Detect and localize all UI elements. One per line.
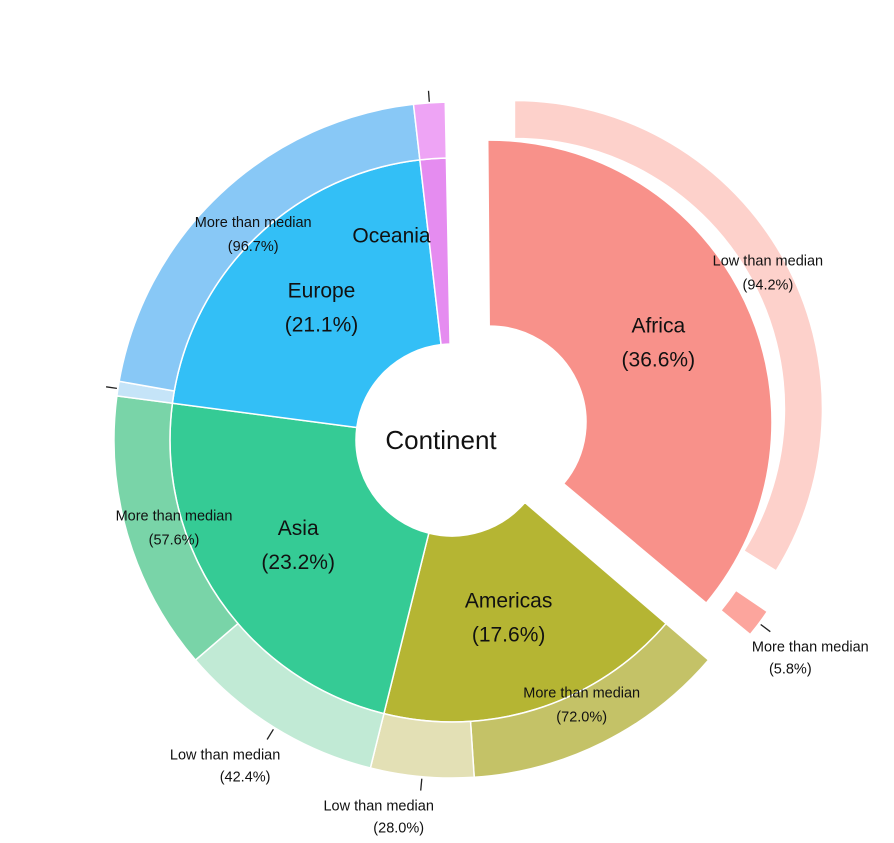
chart-rings	[113, 99, 824, 779]
inner-pct-europe: (21.1%)	[285, 313, 359, 336]
outer-label-americas-1: Low than median	[323, 799, 433, 815]
leader-americas-1	[420, 778, 423, 791]
outer-pct-africa-0: (94.2%)	[743, 278, 794, 294]
center-hole	[356, 344, 548, 536]
outer-label-americas-0: More than median	[523, 685, 640, 701]
outer-pct-europe-1: (96.7%)	[228, 239, 279, 255]
inner-pct-americas: (17.6%)	[472, 623, 546, 646]
outer-label-asia-1: More than median	[116, 509, 233, 525]
outer-label-africa-0: Low than median	[713, 254, 823, 270]
inner-pct-africa: (36.6%)	[622, 349, 696, 372]
outer-slice-africa-0	[513, 99, 824, 572]
outer-pct-americas-1: (28.0%)	[373, 821, 424, 837]
outer-label-europe-1: More than median	[195, 215, 312, 231]
outer-slice-americas-1	[369, 712, 475, 779]
tick-oceania-0	[427, 90, 430, 102]
center-label: Continent	[385, 425, 497, 455]
inner-label-americas: Americas	[465, 589, 553, 612]
outer-pct-asia-1: (57.6%)	[149, 533, 200, 549]
outer-slice-oceania-0	[412, 101, 448, 161]
outer-pct-asia-0: (42.4%)	[220, 770, 271, 786]
outer-label-africa-1: More than median	[752, 640, 869, 656]
inner-label-europe: Europe	[288, 279, 356, 302]
inner-label-asia: Asia	[278, 517, 319, 540]
tick-europe-0	[106, 386, 117, 390]
outer-label-asia-0: Low than median	[170, 748, 280, 764]
leader-africa-1	[760, 623, 771, 633]
inner-label-oceania: Oceania	[352, 224, 431, 247]
leader-asia-0	[266, 728, 274, 740]
chart-labels: Africa (36.6%) Low than median (94.2%) More …	[106, 90, 869, 837]
outer-pct-africa-1: (5.8%)	[769, 662, 812, 678]
inner-pct-asia: (23.2%)	[261, 551, 335, 574]
outer-slice-africa-1	[719, 589, 769, 636]
outer-pct-americas-0: (72.0%)	[556, 709, 607, 725]
inner-label-africa: Africa	[631, 315, 685, 338]
inner-slice-africa	[486, 139, 773, 605]
